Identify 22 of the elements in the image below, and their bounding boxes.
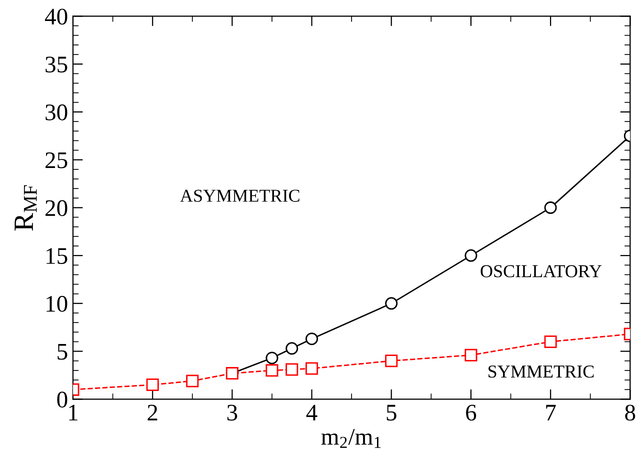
y-tick-label: 0 [57, 392, 68, 408]
x-tick-label: 4 [306, 404, 318, 420]
x-tick-label: 2 [148, 404, 158, 420]
x-tick-label: 8 [625, 404, 636, 421]
y-tick-label: 15 [46, 248, 68, 264]
y-axis-title: R$_{MF}$ [14, 185, 37, 231]
y-tick-label: 10 [46, 296, 68, 312]
y-tick-label: 20 [46, 200, 68, 216]
y-tick-label: 25 [46, 152, 68, 168]
annotation: ASYMMETRIC [180, 190, 300, 202]
x-axis-title: m$_{2}$/m$_{1}$ [321, 429, 381, 448]
y-tick-label: 5 [58, 344, 68, 360]
x-tick-label: 7 [546, 404, 556, 420]
annotation: OSCILLATORY [480, 265, 602, 278]
x-tick-label: 5 [386, 404, 396, 421]
x-tick-label: 3 [227, 404, 238, 421]
annotation: SYMMETRIC [488, 365, 594, 378]
y-tick-label: 35 [46, 56, 68, 72]
y-tick-label: 40 [44, 8, 68, 25]
x-tick-label: 6 [466, 404, 476, 421]
x-tick-label: 1 [69, 404, 78, 420]
y-tick-label: 30 [46, 104, 68, 120]
